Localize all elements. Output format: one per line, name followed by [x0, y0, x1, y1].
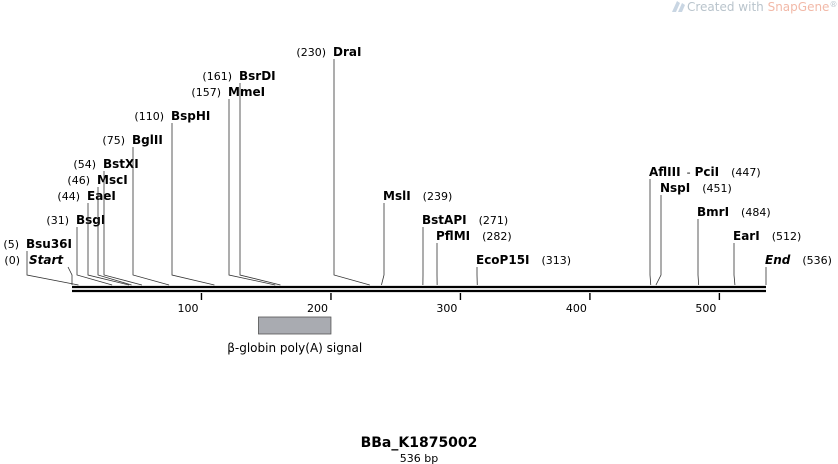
svg-text:Created with SnapGene®: Created with SnapGene®	[687, 0, 837, 14]
site-connector	[87, 203, 130, 286]
watermark-brand: SnapGene	[768, 0, 830, 14]
site-name: MscI	[97, 173, 128, 187]
site-position: (31)	[46, 214, 69, 227]
site-position: (451)	[702, 182, 732, 195]
snapgene-watermark: Created with SnapGene®	[672, 0, 837, 14]
site-name: NspI	[660, 181, 690, 195]
site-pflmi[interactable]: PflMI (282)	[436, 229, 512, 286]
site-name: Bsu36I	[26, 237, 72, 251]
site-ecop15i[interactable]: EcoP15I (313)	[476, 253, 572, 286]
feature-polya-signal[interactable]	[258, 316, 332, 335]
site-position: (44)	[57, 190, 80, 203]
site-bsu36i[interactable]: Bsu36I (5)	[3, 237, 79, 286]
site-connector	[103, 171, 143, 286]
site-connector	[655, 195, 662, 286]
site-connector	[239, 83, 281, 286]
sequence-name: BBa_K1875002	[361, 435, 478, 451]
tick-label: 400	[566, 302, 587, 315]
site-bmri[interactable]: BmrI (484)	[697, 205, 771, 286]
site-name: AflIII	[649, 165, 681, 179]
site-position: (484)	[741, 206, 771, 219]
site-end[interactable]: End (536)	[765, 253, 832, 285]
site-position: (512)	[772, 230, 802, 243]
site-connector	[649, 179, 652, 286]
site-position: (447)	[731, 166, 761, 179]
site-nspi[interactable]: NspI (451)	[655, 181, 732, 286]
tick-label: 100	[177, 302, 198, 315]
site-name: Start	[29, 253, 64, 267]
site-name: BstAPI	[422, 213, 467, 227]
site-msci[interactable]: MscI (46)	[67, 173, 132, 286]
tick-label: 500	[695, 302, 716, 315]
feature-label: β-globin poly(A) signal	[227, 341, 362, 355]
site-position: (282)	[482, 230, 512, 243]
site-name: BglII	[132, 133, 163, 147]
site-drai[interactable]: DraI (230)	[296, 45, 370, 286]
site-start[interactable]: Start (0)	[4, 253, 73, 285]
site-mmei[interactable]: MmeI (157)	[191, 85, 276, 286]
site-connector	[333, 59, 370, 286]
site-position: (75)	[102, 134, 125, 147]
site-position: (0)	[4, 254, 20, 267]
site-connector	[132, 147, 170, 286]
site-connector	[171, 123, 215, 286]
site-name: PflMI	[436, 229, 470, 243]
site-connector	[228, 99, 276, 286]
site-connector	[697, 219, 700, 286]
site-name: MmeI	[228, 85, 265, 99]
restriction-sites: Start (0) Bsu36I (5) BsgI (31) EaeI (44) MscI (46…	[3, 45, 832, 286]
site-name: EarI	[733, 229, 760, 243]
site-eaei[interactable]: EaeI (44)	[57, 189, 130, 286]
site-position: (5)	[3, 238, 19, 251]
ruler-ticks: 100 200 300 400 500	[177, 293, 721, 315]
site-position: (54)	[73, 158, 96, 171]
site-position: (161)	[202, 70, 232, 83]
site-position: (239)	[423, 190, 453, 203]
site-connector	[381, 203, 385, 286]
site-eari[interactable]: EarI (512)	[733, 229, 802, 286]
site-bglii[interactable]: BglII (75)	[102, 133, 170, 286]
site-bsrdi[interactable]: BsrDI (161)	[202, 69, 281, 286]
feature-track: β-globin poly(A) signal	[227, 316, 362, 355]
site-position: (536)	[802, 254, 832, 267]
site-position: (110)	[134, 110, 164, 123]
site-name: BspHI	[171, 109, 210, 123]
site-connector	[97, 187, 132, 286]
site-afliii[interactable]: AflIII - PciI (447)	[649, 165, 761, 286]
site-name: End	[765, 253, 791, 267]
site-bstxi[interactable]: BstXI (54)	[73, 157, 143, 286]
site-position: (230)	[296, 46, 326, 59]
site-name: BstXI	[103, 157, 139, 171]
site-connector	[733, 243, 736, 286]
site-connector	[67, 266, 73, 285]
site-bsphi[interactable]: BspHI (110)	[134, 109, 215, 286]
site-connector	[76, 227, 113, 286]
watermark-mark: ®	[829, 0, 837, 9]
site-connector	[26, 251, 79, 286]
tick-label: 200	[307, 302, 328, 315]
tick-label: 300	[436, 302, 457, 315]
site-name: DraI	[333, 45, 361, 59]
sequence-backbone	[72, 285, 766, 293]
site-bstapi[interactable]: BstAPI (271)	[422, 213, 509, 286]
site-msli[interactable]: MslI (239)	[381, 189, 453, 286]
site-name: BsrDI	[239, 69, 276, 83]
site-position: (313)	[542, 254, 572, 267]
site-name-secondary: PciI	[695, 165, 720, 179]
site-position: (271)	[479, 214, 509, 227]
site-name: MslI	[383, 189, 411, 203]
sequence-length: 536 bp	[400, 452, 438, 464]
site-position: (46)	[67, 174, 90, 187]
snapgene-logo-icon	[672, 1, 685, 12]
site-position: (157)	[191, 86, 221, 99]
site-joiner: -	[687, 166, 691, 179]
watermark-prefix: Created with	[687, 0, 768, 14]
site-name: BmrI	[697, 205, 729, 219]
site-name: EcoP15I	[476, 253, 530, 267]
site-name: BsgI	[76, 213, 105, 227]
site-name: EaeI	[87, 189, 116, 203]
